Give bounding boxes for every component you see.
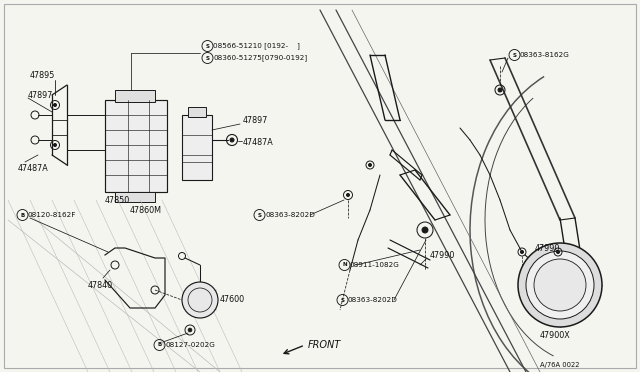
Circle shape bbox=[54, 103, 56, 106]
Bar bbox=[105, 100, 167, 192]
Text: B: B bbox=[20, 212, 24, 218]
Text: 47897: 47897 bbox=[28, 90, 53, 99]
Text: S: S bbox=[205, 55, 209, 61]
Bar bbox=[115, 192, 155, 202]
Text: 08363-8202D: 08363-8202D bbox=[265, 212, 315, 218]
Text: 47840: 47840 bbox=[88, 280, 113, 289]
Text: 08911-1082G: 08911-1082G bbox=[350, 262, 400, 268]
Text: S: S bbox=[340, 298, 344, 302]
Circle shape bbox=[498, 88, 502, 92]
Bar bbox=[188, 107, 206, 117]
Circle shape bbox=[534, 259, 586, 311]
Text: 08363-8162G: 08363-8162G bbox=[520, 52, 570, 58]
Text: 08363-8202D: 08363-8202D bbox=[348, 297, 398, 303]
Text: 47487A: 47487A bbox=[243, 138, 274, 147]
Text: 47600: 47600 bbox=[220, 295, 245, 305]
Circle shape bbox=[518, 243, 602, 327]
Text: N: N bbox=[342, 263, 347, 267]
Circle shape bbox=[188, 328, 192, 332]
Circle shape bbox=[526, 251, 594, 319]
Circle shape bbox=[182, 282, 218, 318]
Text: 08127-0202G: 08127-0202G bbox=[165, 342, 215, 348]
Bar bbox=[115, 90, 155, 102]
Text: B: B bbox=[157, 343, 162, 347]
Circle shape bbox=[369, 164, 371, 167]
Circle shape bbox=[346, 193, 349, 196]
Text: S: S bbox=[513, 52, 516, 58]
Text: S: S bbox=[205, 44, 209, 48]
Text: 47895: 47895 bbox=[30, 71, 56, 80]
Text: 47897: 47897 bbox=[243, 115, 268, 125]
Text: 47990: 47990 bbox=[430, 250, 456, 260]
Circle shape bbox=[54, 144, 56, 147]
Text: S: S bbox=[257, 212, 262, 218]
Text: A/76A 0022: A/76A 0022 bbox=[540, 362, 579, 368]
Text: 47860M: 47860M bbox=[130, 205, 162, 215]
Text: 47850: 47850 bbox=[105, 196, 131, 205]
Text: 47487A: 47487A bbox=[18, 164, 49, 173]
Text: 08120-8162F: 08120-8162F bbox=[28, 212, 76, 218]
Text: 47900X: 47900X bbox=[540, 330, 571, 340]
Text: 08360-51275[0790-0192]: 08360-51275[0790-0192] bbox=[213, 55, 307, 61]
Circle shape bbox=[422, 227, 428, 233]
Bar bbox=[182, 115, 212, 180]
Circle shape bbox=[557, 250, 559, 253]
Circle shape bbox=[520, 250, 524, 253]
Text: FRONT: FRONT bbox=[308, 340, 341, 350]
Text: 47990: 47990 bbox=[535, 244, 561, 253]
Circle shape bbox=[230, 138, 234, 142]
Text: 08566-51210 [0192-    ]: 08566-51210 [0192- ] bbox=[213, 43, 300, 49]
